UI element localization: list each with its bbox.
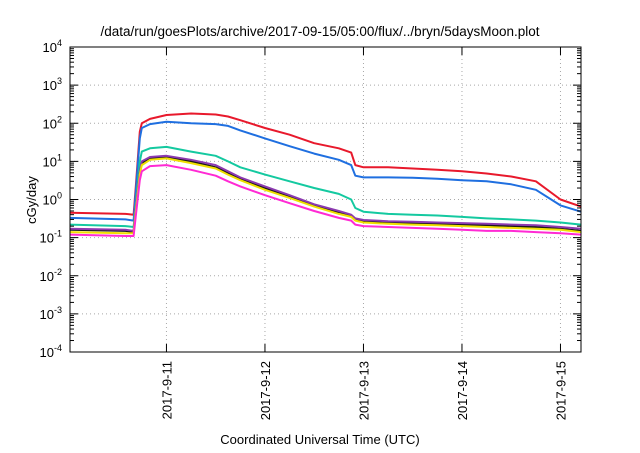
- y-tick-label: 102: [43, 114, 62, 131]
- chart-title: /data/run/goesPlots/archive/2017-09-15/0…: [100, 24, 539, 39]
- series-lines: [69, 112, 582, 237]
- series-line-3: [69, 145, 582, 228]
- grid-lines: [70, 47, 581, 352]
- y-tick-label: 101: [43, 152, 62, 169]
- y-tick-label: 103: [43, 76, 62, 93]
- y-tick-label: 10-4: [40, 343, 62, 360]
- series-line-1: [69, 112, 582, 216]
- y-tick-label: 10-3: [40, 305, 62, 322]
- series-line-7: [69, 164, 582, 237]
- series-line-6: [69, 157, 582, 235]
- x-axis-label: Coordinated Universal Time (UTC): [220, 432, 419, 447]
- x-tick-label: 2017-9-14: [455, 361, 470, 420]
- y-tick-label: 10-2: [40, 267, 62, 284]
- series-line-2: [69, 120, 582, 222]
- x-tick-label: 2017-9-12: [258, 361, 273, 420]
- y-tick-label: 10-1: [40, 229, 62, 246]
- y-axis-label: cGy/day: [24, 176, 39, 224]
- axis-ticks: 10-4 10-3 10-2 10-1 100 101 102 103 104 2017-9-11…: [40, 38, 581, 420]
- x-tick-label: 2017-9-15: [553, 361, 568, 420]
- y-tick-label: 104: [43, 38, 62, 55]
- y-tick-label: 100: [43, 191, 62, 208]
- x-tick-label: 2017-9-11: [159, 361, 174, 419]
- x-tick-label: 2017-9-13: [356, 361, 371, 420]
